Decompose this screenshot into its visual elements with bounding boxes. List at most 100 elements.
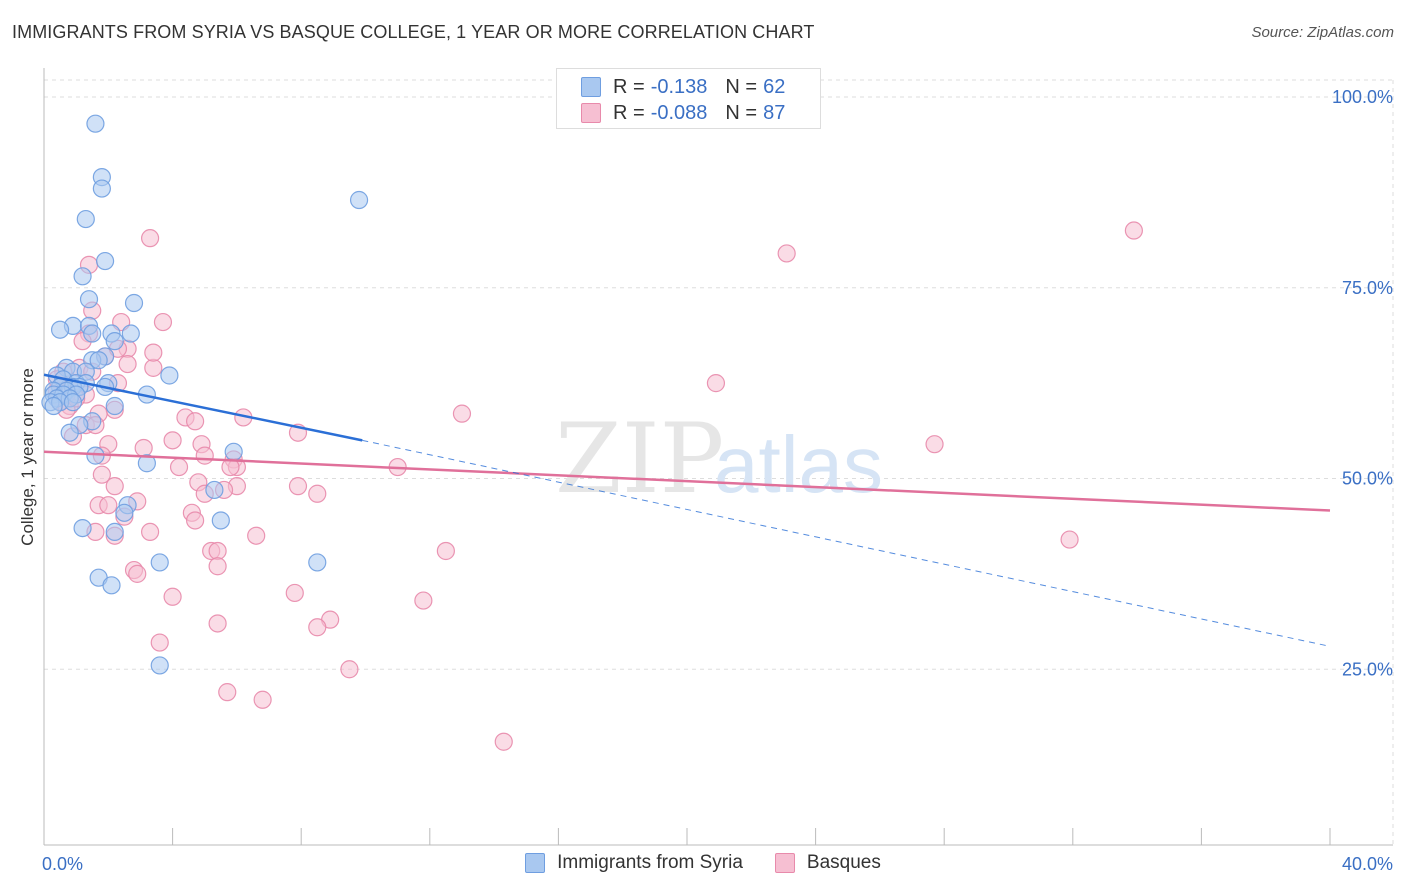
legend-n-label: N = (725, 75, 758, 98)
basque-point (308, 484, 327, 503)
basque-point (163, 431, 182, 450)
syria-point (89, 351, 108, 370)
syria-point (105, 332, 124, 351)
syria-point (160, 366, 179, 385)
syria-point (63, 393, 83, 412)
basque-point (195, 446, 214, 465)
basque-point (925, 435, 944, 454)
legend-r-label: R = (613, 101, 645, 124)
tick-labels: 25.0% 50.0% 75.0% 100.0% 0.0% 40.0% (42, 87, 1393, 874)
legend-label-basque: Basques (806, 852, 881, 873)
legend-row-basque: R = -0.088 N = 87 (581, 100, 785, 126)
syria-point (211, 511, 230, 530)
syria-point (86, 114, 105, 133)
basque-point (285, 583, 304, 603)
basque-point (208, 557, 227, 576)
basque-point (128, 564, 147, 583)
legend-swatch-basque (581, 103, 601, 123)
basque-point (218, 683, 237, 702)
basque-point (105, 477, 124, 496)
trend-lines (43, 373, 1331, 647)
basque-point (186, 412, 205, 431)
syria-point (124, 293, 144, 313)
basque-point (153, 312, 173, 332)
basque-point (144, 343, 163, 362)
syria-point (137, 454, 156, 473)
syria-point (308, 553, 327, 572)
basque-point (494, 732, 513, 751)
series-legend: Immigrants from Syria Basques (0, 852, 1406, 874)
basque-point (308, 618, 327, 637)
syria-point (349, 190, 369, 210)
correlation-legend: R = -0.138 N = 62 R = -0.088 N = 87 (556, 68, 821, 129)
basque-point (134, 438, 153, 458)
legend-item-basque[interactable]: Basques (774, 852, 881, 874)
legend-n-label: N = (725, 101, 758, 124)
syria-trend-line (43, 373, 363, 442)
basque-point (247, 526, 266, 545)
y-tick-label: 25.0% (1342, 659, 1393, 679)
legend-label-syria: Immigrants from Syria (557, 852, 743, 873)
syria-point (92, 179, 111, 198)
syria-point (73, 518, 92, 538)
syria-point (105, 522, 124, 542)
legend-r-value: -0.138 (650, 75, 708, 98)
syria-point (115, 503, 134, 522)
syria-point (60, 423, 79, 442)
basque-point (208, 614, 227, 633)
legend-n-value: 87 (763, 101, 786, 124)
basque-point (163, 587, 182, 606)
syria-point (224, 442, 243, 461)
basque-point (208, 541, 227, 561)
legend-r-label: R = (613, 75, 645, 98)
basque-point (1124, 221, 1143, 240)
syria-point (121, 324, 140, 343)
basque-point (706, 374, 726, 393)
legend-r-value: -0.088 (650, 101, 708, 124)
basque-point (140, 522, 160, 542)
basque-point (414, 591, 433, 610)
syria-point (83, 324, 102, 343)
syria-point (95, 251, 115, 271)
chart-title: IMMIGRANTS FROM SYRIA VS BASQUE COLLEGE,… (12, 22, 815, 42)
basque-point (99, 496, 118, 515)
basque-point (118, 354, 137, 374)
basque-point (186, 511, 205, 530)
syria-point (150, 553, 169, 572)
basque-point (169, 457, 189, 477)
basque-point (92, 465, 111, 484)
syria-point (50, 320, 70, 339)
axes (43, 68, 1393, 846)
legend-swatch-syria (581, 77, 601, 97)
source-label: Source: ZipAtlas.com (1251, 24, 1394, 41)
basque-point (777, 244, 796, 263)
syria-points (41, 114, 369, 675)
syria-point (102, 576, 121, 595)
basque-point (436, 541, 455, 561)
legend-n-value: 62 (763, 75, 786, 98)
basque-point (1060, 530, 1079, 549)
basque-point (144, 358, 163, 377)
watermark-atlas: atlas (714, 420, 883, 509)
basque-point (253, 690, 272, 709)
basque-point (452, 404, 472, 423)
watermark-zip: ZIP (555, 403, 724, 515)
basque-trend-line (43, 450, 1331, 512)
basque-point (150, 633, 169, 652)
syria-point (73, 267, 92, 286)
syria-point (44, 396, 63, 416)
legend-swatch-basque (774, 853, 795, 873)
legend-swatch-syria (525, 853, 546, 873)
syria-point (150, 656, 169, 675)
basque-point (288, 477, 308, 496)
legend-row-syria: R = -0.138 N = 62 (581, 74, 785, 100)
x-tick-label: 0.0% (42, 854, 83, 874)
y-tick-label: 50.0% (1342, 469, 1393, 489)
y-tick-label: 75.0% (1342, 278, 1393, 298)
basque-point (340, 660, 359, 679)
syria-point (205, 480, 224, 500)
y-tick-label: 100.0% (1332, 87, 1393, 107)
legend-item-syria[interactable]: Immigrants from Syria (525, 852, 743, 874)
x-tick-label: 40.0% (1342, 854, 1393, 874)
